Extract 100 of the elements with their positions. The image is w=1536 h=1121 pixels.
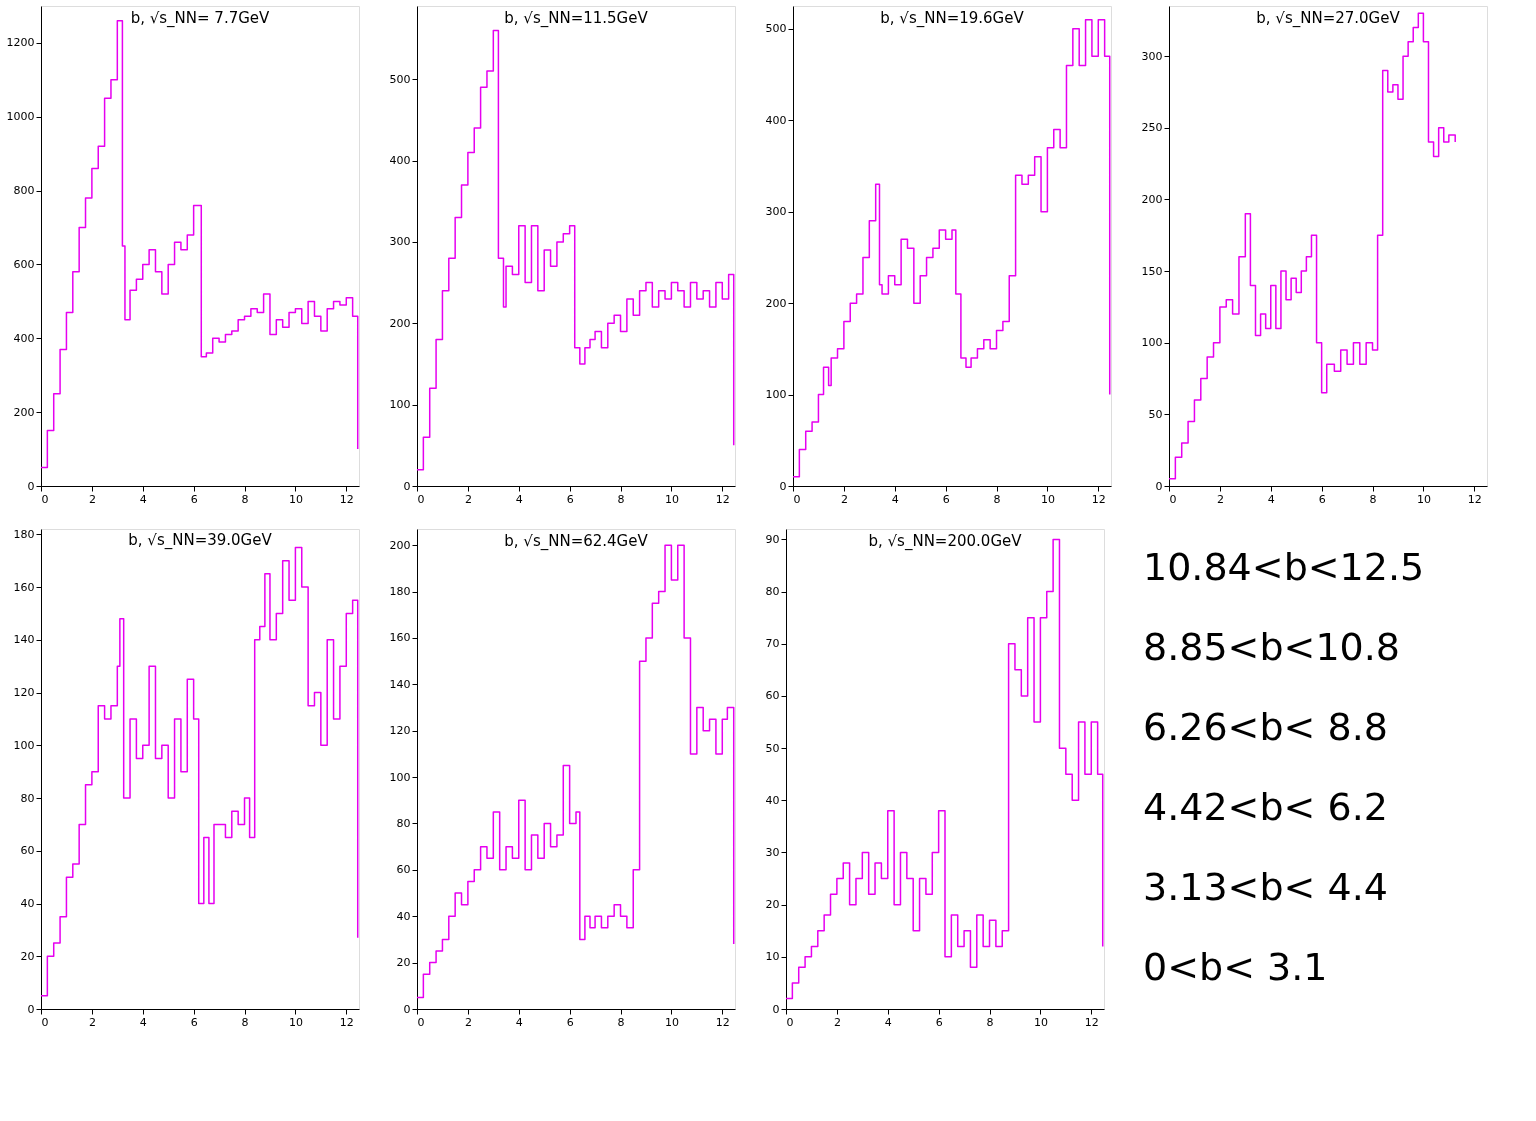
x-tick-label: 4 (139, 492, 147, 506)
x-tick-label: 4 (515, 1015, 523, 1029)
x-tick-label: 0 (1169, 492, 1177, 506)
y-tick-label: 0 (779, 479, 787, 493)
x-tick-label: 8 (617, 492, 625, 506)
x-tick-label: 2 (464, 1015, 472, 1029)
y-tick-label: 200 (389, 316, 411, 330)
y-tick-label: 180 (389, 585, 411, 599)
y-tick-label: 300 (389, 235, 411, 249)
x-tick-label: 12 (339, 492, 354, 506)
y-tick-label: 500 (389, 72, 411, 86)
chart-title: b, √s_NN=11.5GeV (504, 9, 649, 28)
chart-title: b, √s_NN=19.6GeV (880, 9, 1025, 28)
y-tick-label: 90 (765, 532, 780, 546)
x-tick-label: 8 (241, 1015, 249, 1029)
x-tick-label: 4 (891, 492, 899, 506)
text: 8.85<b<10.8 (1143, 625, 1401, 669)
y-tick-label: 60 (20, 844, 35, 858)
y-tick-label: 50 (1148, 407, 1163, 421)
x-tick-label: 2 (833, 1015, 841, 1029)
y-tick-label: 80 (765, 585, 780, 599)
x-tick-label: 8 (986, 1015, 994, 1029)
x-tick-label: 12 (339, 1015, 354, 1029)
x-tick-label: 2 (1216, 492, 1224, 506)
chart-title: b, √s_NN=200.0GeV (868, 532, 1023, 551)
x-tick-label: 12 (715, 492, 730, 506)
chart-title: b, √s_NN= 7.7GeV (130, 9, 271, 28)
y-tick-label: 200 (1141, 192, 1163, 206)
y-tick-label: 80 (396, 816, 411, 830)
y-tick-label: 80 (20, 791, 35, 805)
y-tick-label: 100 (13, 738, 35, 752)
y-tick-label: 100 (389, 770, 411, 784)
y-tick-label: 100 (389, 398, 411, 412)
y-tick-label: 20 (765, 898, 780, 912)
y-tick-label: 60 (765, 689, 780, 703)
y-tick-label: 100 (765, 388, 787, 402)
y-tick-label: 20 (396, 956, 411, 970)
y-tick-label: 0 (1155, 479, 1163, 493)
x-tick-label: 4 (515, 492, 523, 506)
x-tick-label: 8 (241, 492, 249, 506)
text: 10.84<b<12.5 (1143, 545, 1425, 589)
y-tick-label: 200 (13, 405, 35, 419)
y-tick-label: 140 (13, 633, 35, 647)
x-tick-label: 2 (840, 492, 848, 506)
y-tick-label: 150 (1141, 264, 1163, 278)
y-tick-label: 20 (20, 949, 35, 963)
x-tick-label: 0 (417, 1015, 425, 1029)
y-tick-label: 600 (13, 257, 35, 271)
y-tick-label: 30 (765, 845, 780, 859)
y-tick-label: 0 (27, 479, 35, 493)
x-tick-label: 0 (793, 492, 801, 506)
y-tick-label: 200 (389, 538, 411, 552)
x-tick-label: 12 (1091, 492, 1106, 506)
x-tick-label: 12 (1467, 492, 1482, 506)
x-tick-label: 8 (617, 1015, 625, 1029)
x-tick-label: 10 (1040, 492, 1055, 506)
y-tick-label: 0 (403, 1002, 411, 1016)
y-tick-label: 300 (765, 205, 787, 219)
y-tick-label: 120 (13, 686, 35, 700)
y-tick-label: 60 (396, 863, 411, 877)
y-tick-label: 1200 (6, 36, 35, 50)
y-tick-label: 250 (1141, 121, 1163, 135)
text: 0<b< 3.1 (1143, 945, 1328, 989)
chart-title: b, √s_NN=62.4GeV (504, 532, 649, 551)
chart-title: b, √s_NN=27.0GeV (1256, 9, 1401, 28)
x-tick-label: 0 (41, 1015, 49, 1029)
y-tick-label: 0 (772, 1002, 780, 1016)
text: 3.13<b< 4.4 (1143, 865, 1388, 909)
text: 6.26<b< 8.8 (1143, 705, 1388, 749)
y-tick-label: 1000 (6, 110, 35, 124)
x-tick-label: 6 (566, 492, 574, 506)
x-tick-label: 4 (884, 1015, 892, 1029)
x-tick-label: 0 (41, 492, 49, 506)
y-tick-label: 200 (765, 296, 787, 310)
y-tick-label: 120 (389, 724, 411, 738)
chart-title: b, √s_NN=39.0GeV (128, 531, 273, 551)
y-tick-label: 180 (13, 527, 35, 541)
y-tick-label: 400 (765, 113, 787, 127)
y-tick-label: 40 (396, 909, 411, 923)
x-tick-label: 10 (1033, 1015, 1048, 1029)
y-tick-label: 160 (13, 580, 35, 594)
x-tick-label: 10 (664, 1015, 679, 1029)
x-tick-label: 2 (464, 492, 472, 506)
x-tick-label: 12 (1084, 1015, 1099, 1029)
x-tick-label: 10 (1416, 492, 1431, 506)
y-tick-label: 400 (13, 331, 35, 345)
x-tick-label: 0 (417, 492, 425, 506)
y-tick-label: 400 (389, 154, 411, 168)
y-tick-label: 100 (1141, 336, 1163, 350)
x-tick-label: 2 (88, 1015, 96, 1029)
x-tick-label: 6 (935, 1015, 943, 1029)
y-tick-label: 300 (1141, 49, 1163, 63)
x-tick-label: 6 (190, 492, 198, 506)
y-tick-label: 500 (765, 22, 787, 36)
x-tick-label: 6 (190, 1015, 198, 1029)
x-tick-label: 6 (566, 1015, 574, 1029)
x-tick-label: 6 (1318, 492, 1326, 506)
x-tick-label: 8 (993, 492, 1001, 506)
y-tick-label: 50 (765, 741, 780, 755)
x-tick-label: 10 (288, 492, 303, 506)
